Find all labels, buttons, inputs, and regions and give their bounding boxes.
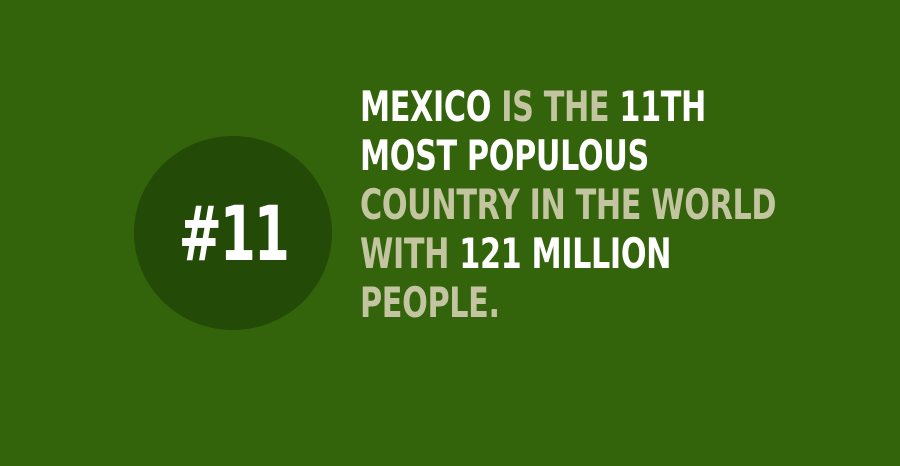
highlighted-text: 121 MILLION xyxy=(459,229,672,278)
muted-text: WITH xyxy=(360,229,460,278)
highlighted-text: 11TH xyxy=(619,82,706,131)
rank-label: #11 xyxy=(178,189,289,278)
highlighted-text: MEXICO xyxy=(360,82,492,131)
fact-line: MEXICO IS THE 11TH xyxy=(360,82,734,131)
fact-line: WITH 121 MILLION xyxy=(360,229,734,278)
fact-text: MEXICO IS THE 11TH MOST POPULOUS COUNTRY I… xyxy=(360,82,880,327)
fact-line: COUNTRY IN THE WORLD xyxy=(360,180,777,229)
fact-line: MOST POPULOUS xyxy=(360,131,734,180)
highlighted-text: MOST POPULOUS xyxy=(360,131,649,180)
rank-badge: #11 xyxy=(134,136,332,330)
muted-text: PEOPLE. xyxy=(360,278,500,327)
muted-text: IS THE xyxy=(491,82,620,131)
muted-text: COUNTRY IN THE WORLD xyxy=(360,180,777,229)
fact-line: PEOPLE. xyxy=(360,278,734,327)
